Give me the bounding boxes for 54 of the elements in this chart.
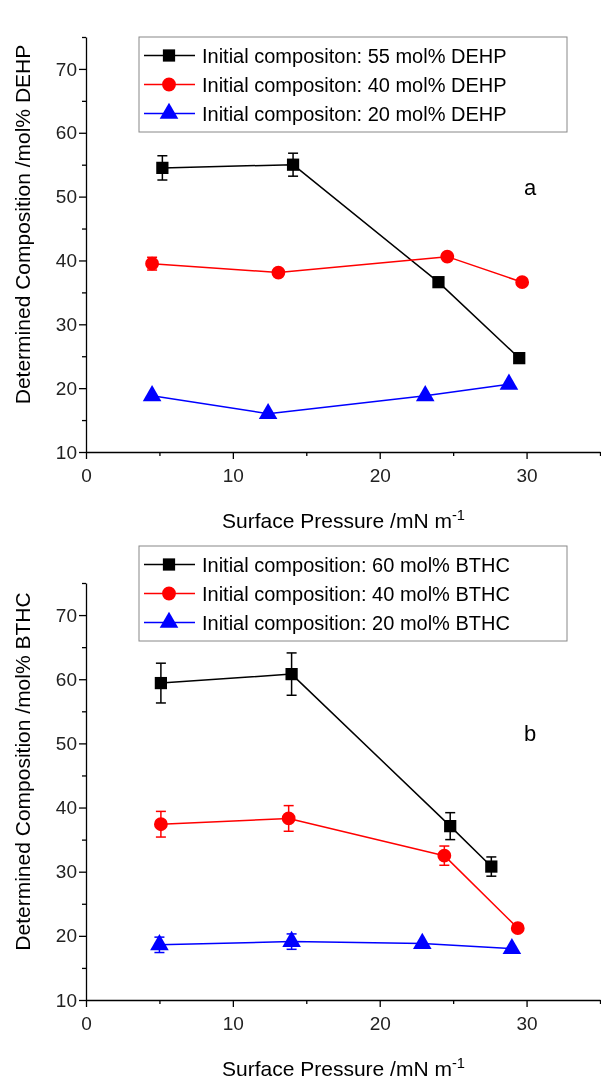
point	[485, 860, 498, 873]
y-tick-label: 20	[55, 377, 77, 399]
y-axis-title: Determined Composition /mol% DEHP	[11, 44, 34, 405]
point	[437, 848, 452, 863]
point	[440, 249, 455, 264]
annotation: a	[523, 174, 537, 200]
y-tick-label: 70	[55, 604, 77, 626]
y-tick-label: 20	[55, 925, 77, 947]
point	[502, 937, 522, 955]
point	[413, 932, 432, 949]
y-tick-label: 60	[55, 122, 77, 144]
point	[499, 373, 519, 390]
x-tick-label: 20	[369, 464, 391, 486]
point	[142, 385, 162, 402]
y-tick-label: 10	[55, 441, 77, 463]
point	[415, 385, 435, 402]
x-tick-label: 0	[81, 464, 92, 486]
x-tick-label: 20	[369, 1012, 391, 1034]
point	[271, 265, 286, 280]
y-axis-title: Determined Composition /mol% BTHC	[11, 592, 34, 951]
y-tick-label: 30	[55, 313, 77, 335]
x-tick-label: 30	[516, 464, 538, 486]
point	[153, 817, 168, 832]
x-tick-label: 10	[222, 464, 244, 486]
point	[282, 930, 301, 947]
y-tick-label: 40	[55, 797, 77, 819]
y-tick-label: 50	[55, 732, 77, 754]
point	[154, 676, 168, 690]
legend-label: Initial compositon: 55 mol% DEHP	[202, 44, 507, 67]
x-axis-title: Surface Pressure /mN m$^{-1}$	[222, 507, 465, 532]
legend-label: Initial compositon: 40 mol% DEHP	[202, 73, 507, 96]
point	[156, 161, 169, 175]
y-tick-label: 70	[55, 58, 77, 80]
point	[258, 402, 278, 420]
point	[286, 158, 300, 171]
y-tick-label: 10	[55, 989, 77, 1011]
x-tick-label: 30	[516, 1012, 538, 1034]
point	[285, 667, 298, 681]
point	[444, 820, 457, 833]
legend-label: Initial composition: 60 mol% BTHC	[202, 553, 510, 576]
point	[515, 275, 530, 290]
y-tick-label: 50	[55, 186, 77, 208]
x-axis-title: Surface Pressure /mN m$^{-1}$	[222, 1055, 465, 1080]
y-tick-label: 40	[55, 250, 77, 272]
legend-label: Initial composition: 20 mol% BTHC	[202, 611, 510, 634]
x-tick-label: 0	[81, 1012, 92, 1034]
y-tick-label: 30	[55, 861, 77, 883]
x-tick-label: 10	[222, 1012, 244, 1034]
annotation: b	[523, 721, 537, 747]
y-tick-label: 60	[55, 668, 77, 690]
point	[432, 276, 445, 289]
legend-label: Initial compositon: 20 mol% DEHP	[202, 102, 507, 125]
legend-label: Initial composition: 40 mol% BTHC	[202, 582, 510, 605]
point	[281, 811, 296, 826]
